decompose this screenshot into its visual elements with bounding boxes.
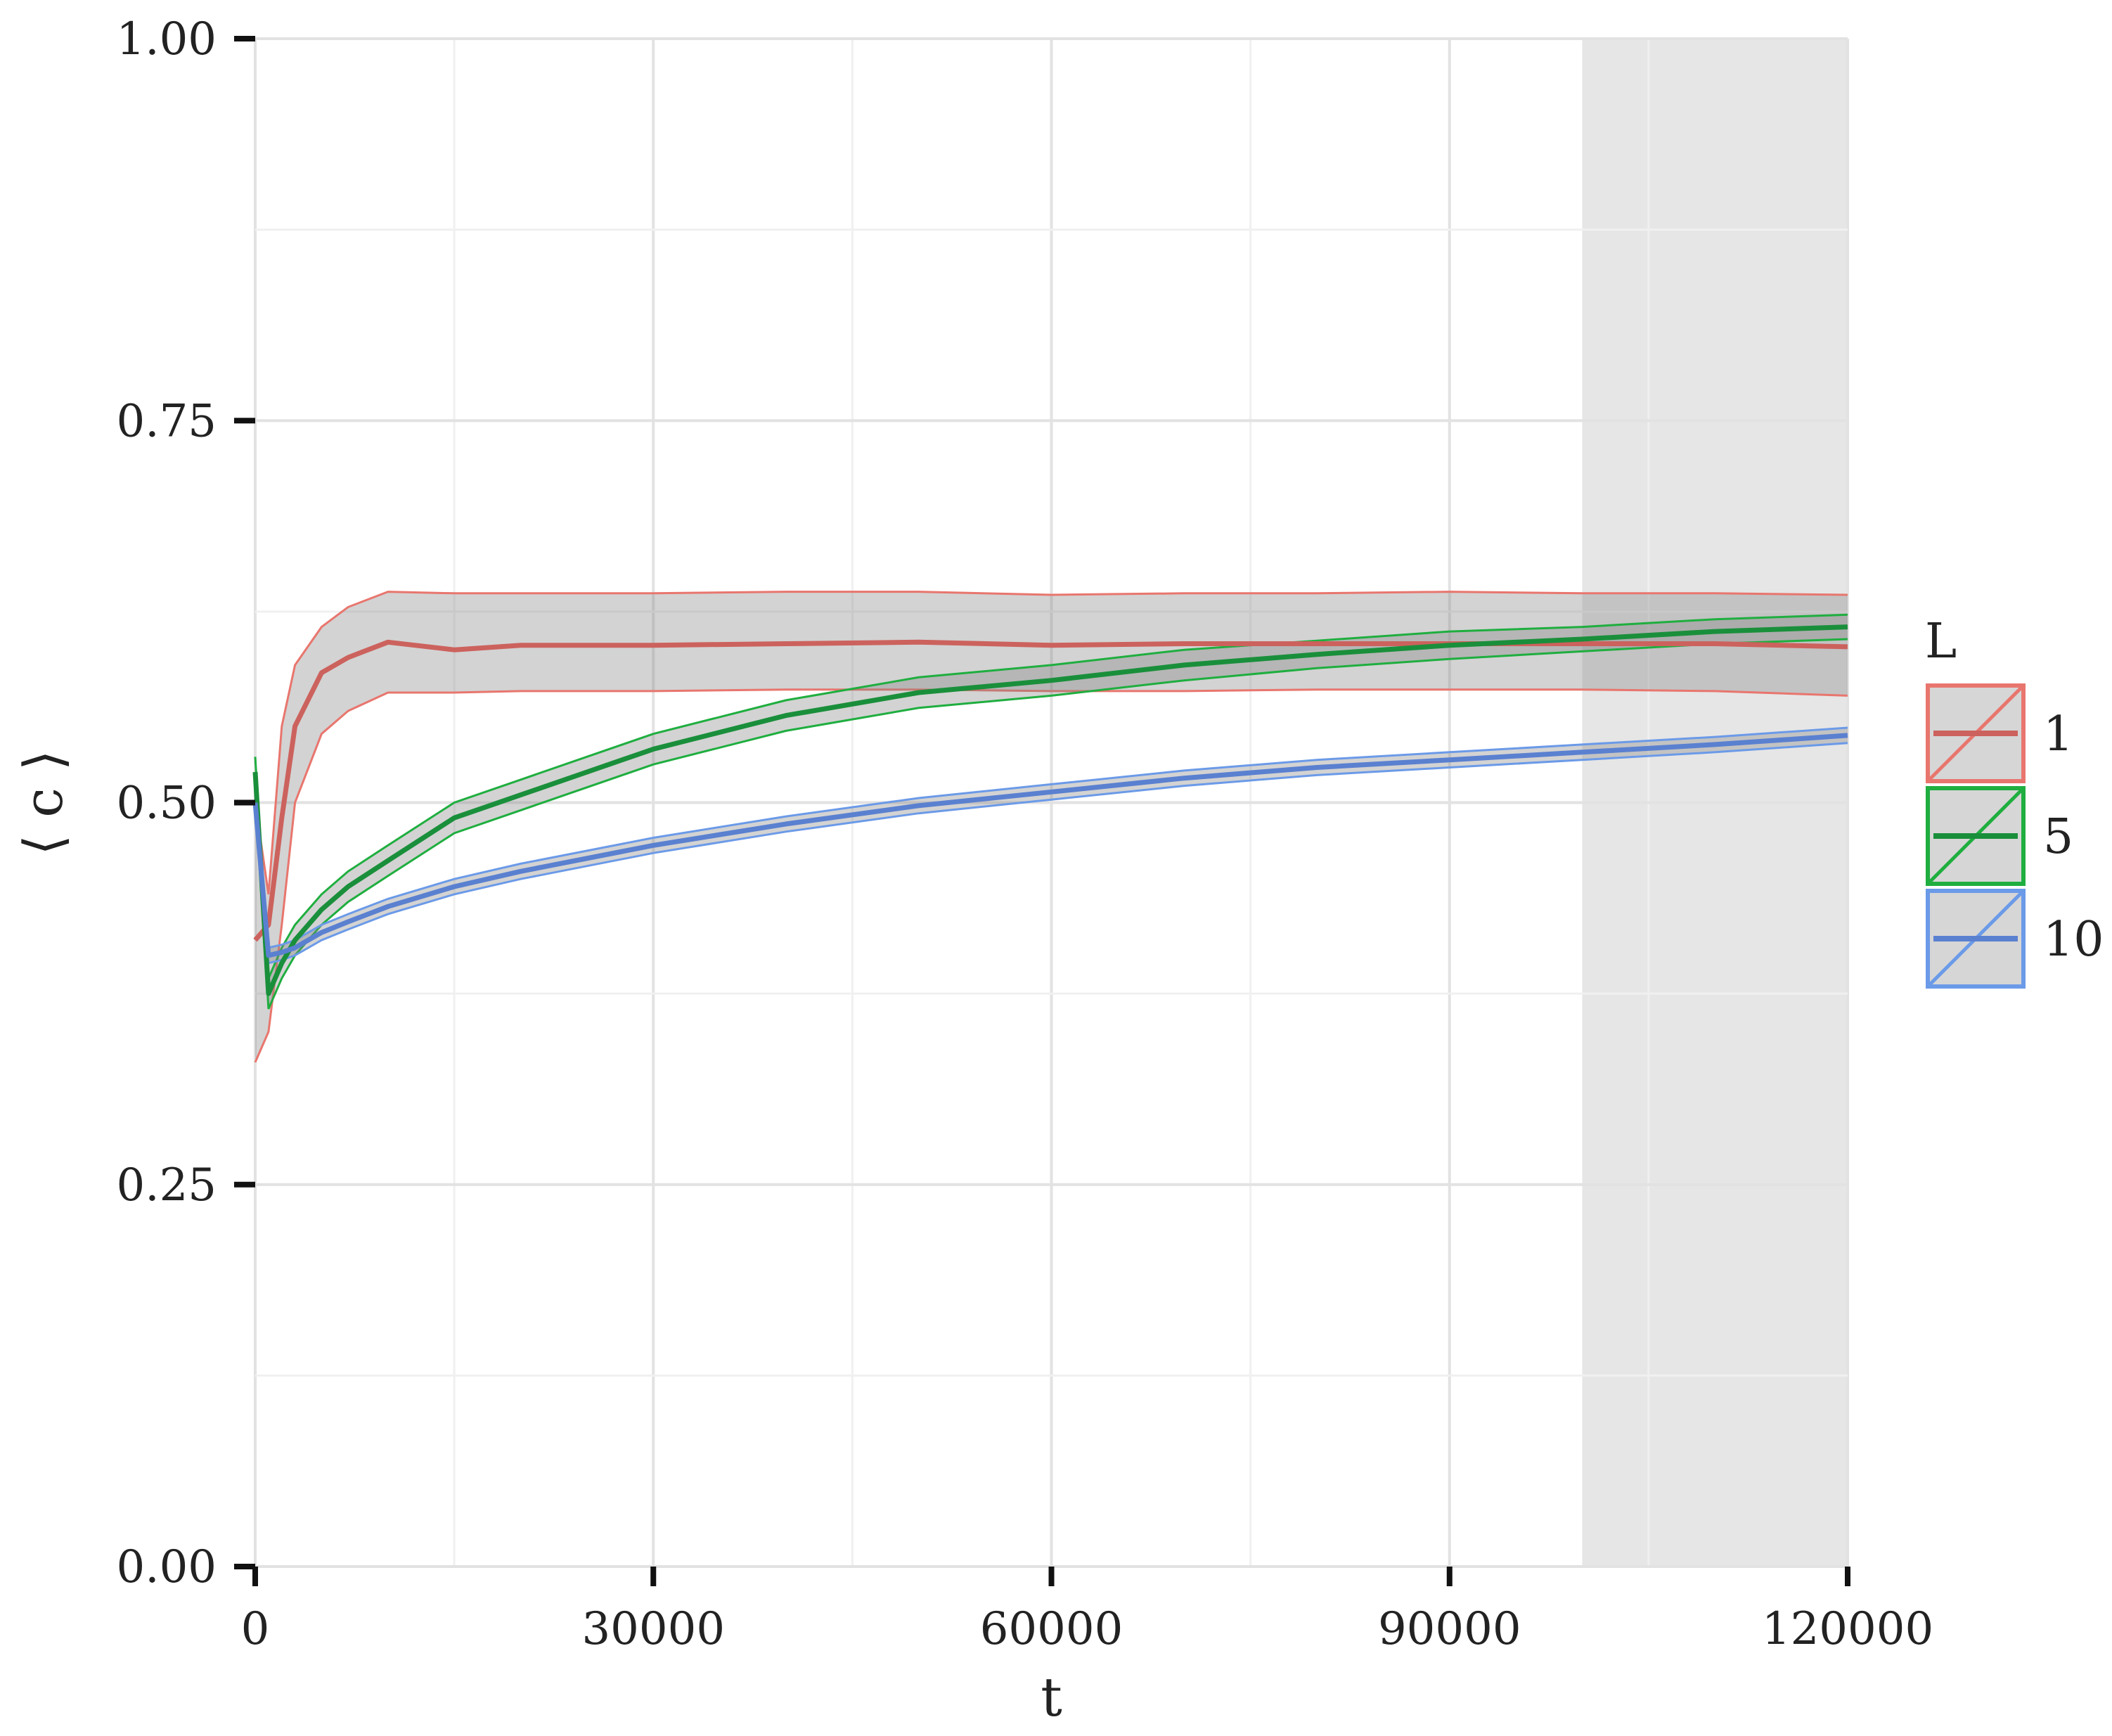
x-tick-label: 30000 (581, 1603, 725, 1655)
legend-title: L (1925, 614, 1957, 669)
y-tick-label: 0.00 (117, 1541, 217, 1593)
band-series-5 (255, 615, 1848, 1009)
y-tick-label: 0.75 (117, 395, 217, 447)
axes-layer: 0 30000 60000 90000 120000 0.00 0.25 0.50 0.75 1.… (117, 13, 1934, 1655)
band-upper-edge-1 (254, 591, 1848, 895)
y-tick-label: 0.25 (117, 1159, 217, 1211)
series-line-layer (252, 624, 1848, 996)
line-series-5 (252, 624, 1848, 996)
band-lower-edge-1 (254, 688, 1848, 1063)
x-tick-label: 0 (241, 1603, 270, 1655)
legend-label-1: 1 (2043, 707, 2073, 762)
confidence-band-layer (254, 591, 1848, 1063)
y-axis-title: ⟨ c ⟩ (12, 750, 75, 855)
legend-label-5: 5 (2043, 809, 2073, 865)
band-upper-edge-5 (254, 613, 1848, 979)
y-tick-label: 1.00 (117, 13, 217, 65)
x-tick-label: 60000 (980, 1603, 1123, 1655)
band-series-10 (255, 728, 1848, 963)
x-tick-label: 90000 (1378, 1603, 1521, 1655)
legend: L 1 5 10 (1925, 614, 2104, 989)
legend-label-10: 10 (2043, 912, 2104, 967)
band-series-1 (255, 591, 1848, 1062)
x-axis-title: t (1041, 1666, 1062, 1728)
grid-layer (254, 37, 1849, 1568)
x-tick-label: 120000 (1762, 1603, 1933, 1655)
line-series-10 (252, 733, 1848, 958)
band-lower-edge-10 (254, 742, 1848, 965)
y-tick-label: 0.50 (117, 778, 217, 830)
